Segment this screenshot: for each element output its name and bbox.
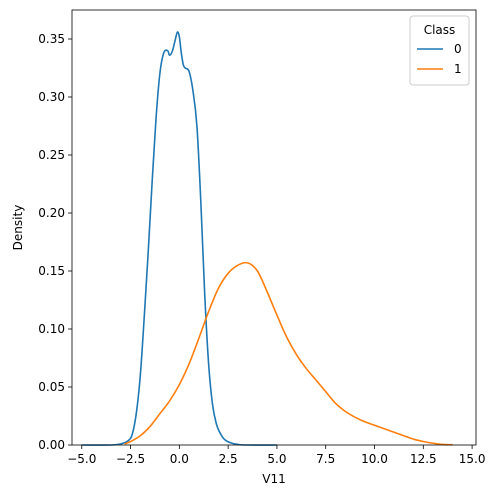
y-tick-label: 0.25 [38,148,65,162]
y-tick-label: 0.10 [38,322,65,336]
plot-area [81,31,453,446]
legend-label-class-0: 0 [454,42,462,56]
x-tick-label: 2.5 [219,452,238,466]
y-tick-label: 0.30 [38,90,65,104]
y-tick-label: 0.05 [38,380,65,394]
x-tick-label: −5.0 [67,452,96,466]
x-axis-label: V11 [262,472,285,486]
x-tick-label: 0.0 [170,452,189,466]
y-tick-label: 0.00 [38,438,65,452]
x-tick-label: −2.5 [116,452,145,466]
x-tick-label: 7.5 [316,452,335,466]
y-tick-label: 0.15 [38,264,65,278]
x-tick-label: 10.0 [361,452,388,466]
legend: Class 0 1 [409,15,470,86]
series-line-class-0 [81,31,277,446]
legend-box [409,15,470,86]
x-tick-label: 12.5 [410,452,437,466]
y-axis-label: Density [11,205,25,251]
plot-frame [71,9,477,446]
y-tick-label: 0.35 [38,32,65,46]
x-tick-label: 15.0 [459,452,486,466]
x-axis: −5.0 −2.5 0.0 2.5 5.0 7.5 10.0 12.5 15.0 [67,445,485,466]
x-tick-label: 5.0 [267,452,286,466]
series-line-class-1 [124,261,453,446]
legend-label-class-1: 1 [454,62,462,76]
y-axis: 0.00 0.05 0.10 0.15 0.20 0.25 0.30 0.35 [38,32,72,452]
legend-title: Class [424,23,456,37]
y-tick-label: 0.20 [38,206,65,220]
